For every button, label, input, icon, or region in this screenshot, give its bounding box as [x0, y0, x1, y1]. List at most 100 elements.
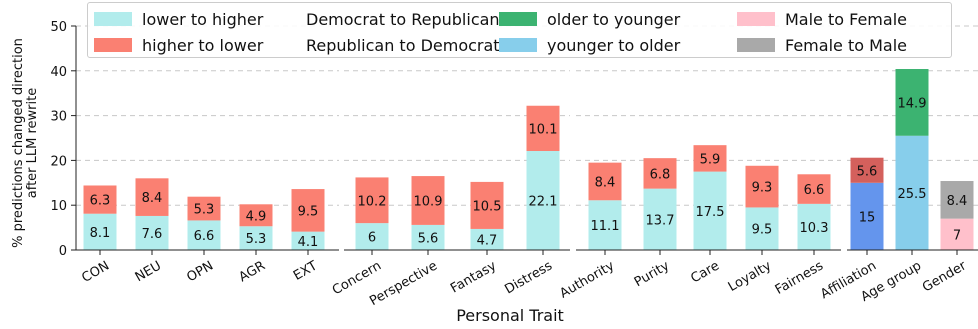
y-tick-label: 0 — [59, 244, 67, 259]
bar-segment — [83, 185, 117, 214]
bar-value-label: 7.6 — [142, 227, 163, 242]
legend-item: Democrat to Republican — [296, 6, 500, 32]
bar-segment — [470, 181, 504, 229]
bar-segment — [693, 171, 727, 250]
bar-value-label: 10.9 — [414, 194, 443, 209]
x-axis-label: Personal Trait — [456, 306, 564, 325]
bar-value-label: 4.1 — [298, 235, 319, 250]
bar-value-label: 22.1 — [529, 194, 558, 209]
chart-legend: lower to higher Democrat to Republican old… — [87, 2, 952, 58]
bar-value-label: 6.3 — [90, 194, 111, 209]
legend-label: older to younger — [547, 9, 681, 29]
bar-value-label: 5.3 — [246, 232, 267, 247]
bar-segment — [135, 178, 169, 216]
bar-segment — [187, 196, 221, 221]
y-tick-label: 50 — [50, 20, 67, 35]
bar-segment — [135, 215, 169, 250]
x-tick-label: AGR — [236, 258, 268, 285]
x-tick-label: Loyalty — [726, 258, 774, 295]
y-tick-label: 40 — [50, 65, 67, 80]
bar-value-label: 5.9 — [700, 152, 721, 167]
bar-value-label: 6.6 — [194, 229, 215, 244]
bar-segment — [291, 189, 325, 232]
bar-value-label: 13.7 — [646, 213, 675, 228]
bar-segment — [83, 213, 117, 250]
bar-segment — [797, 203, 831, 250]
bar-value-label: 5.6 — [418, 231, 439, 246]
legend-label: Female to Male — [785, 35, 907, 55]
legend-label: Democrat to Republican — [306, 9, 500, 29]
bar-segment — [239, 226, 273, 250]
x-tick-label: NEU — [133, 258, 164, 285]
bar-value-label: 6.6 — [804, 183, 825, 198]
y-axis-label-line-2: after LLM rewrite — [25, 88, 40, 198]
bar-value-label: 8.4 — [947, 194, 968, 209]
x-tick-label: Authority — [557, 258, 617, 301]
bar-value-label: 8.4 — [595, 175, 616, 190]
legend-item: Female to Male — [737, 32, 949, 58]
bar-value-label: 10.3 — [800, 221, 829, 236]
bar-value-label: 6 — [368, 231, 376, 246]
bar-value-label: 10.2 — [358, 194, 387, 209]
legend-label: Male to Female — [785, 9, 907, 29]
bar-segment — [526, 150, 560, 250]
legend-label: younger to older — [547, 35, 681, 55]
bar-segment — [895, 69, 929, 136]
bar-segment — [526, 105, 560, 151]
legend-item: Male to Female — [737, 6, 949, 32]
bars-layer: 8.1 6.3 7.6 8.4 6.6 5.3 5.3 4.9 4.1 9.5 6 10.2 5.6 10… — [83, 69, 974, 250]
legend-item: older to younger — [499, 6, 737, 32]
bar-segment — [940, 181, 974, 219]
bar-segment — [745, 207, 779, 250]
bar-value-label: 8.1 — [90, 226, 111, 241]
bar-segment — [797, 174, 831, 204]
bar-segment — [187, 220, 221, 250]
bar-value-label: 15 — [859, 210, 876, 225]
x-tick-label: Gender — [920, 258, 970, 295]
legend-label: lower to higher — [142, 9, 264, 29]
bar-segment — [239, 204, 273, 227]
bar-value-label: 4.7 — [477, 233, 498, 248]
y-tick-label: 30 — [50, 110, 67, 125]
legend-label: Republican to Democrat — [306, 35, 500, 55]
x-tick-label: Purity — [632, 258, 672, 290]
legend-item: younger to older — [499, 32, 737, 58]
x-tick-label: Distress — [502, 258, 555, 297]
x-tick-label: CON — [79, 258, 112, 286]
bar-value-label: 10.1 — [529, 122, 558, 137]
y-axis-label-line-1: % predictions changed direction — [11, 38, 26, 248]
legend-swatch — [94, 38, 132, 52]
bar-value-label: 9.3 — [752, 181, 773, 196]
bar-segment — [850, 182, 884, 250]
bar-value-label: 6.8 — [650, 167, 671, 182]
y-tick-label: 20 — [50, 154, 67, 169]
legend-item: lower to higher — [94, 6, 296, 32]
x-tick-label: Fairness — [773, 258, 826, 297]
legend-swatch — [499, 12, 537, 26]
legend-swatch — [737, 38, 775, 52]
legend-swatch — [499, 38, 537, 52]
x-tick-label: OPN — [184, 258, 216, 285]
bar-value-label: 4.9 — [246, 209, 267, 224]
bar-segment — [643, 188, 677, 250]
y-axis: 0 10 20 30 40 50 — [50, 20, 77, 259]
bar-value-label: 25.5 — [898, 187, 927, 202]
bar-segment — [588, 162, 622, 201]
bar-segment — [291, 231, 325, 250]
bar-value-label: 9.5 — [752, 223, 773, 238]
bar-segment — [940, 218, 974, 250]
bar-value-label: 9.5 — [298, 204, 319, 219]
bar-value-label: 8.4 — [142, 191, 163, 206]
bar-segment — [895, 135, 929, 250]
bar-segment — [355, 177, 389, 224]
bar-value-label: 11.1 — [591, 219, 620, 234]
bar-value-label: 7 — [953, 228, 961, 243]
bar-segment — [693, 145, 727, 172]
legend-item: Republican to Democrat — [296, 32, 500, 58]
bar-segment — [411, 224, 445, 250]
legend-swatch — [94, 12, 132, 26]
x-tick-label: Care — [688, 258, 722, 286]
bar-segment — [355, 223, 389, 250]
